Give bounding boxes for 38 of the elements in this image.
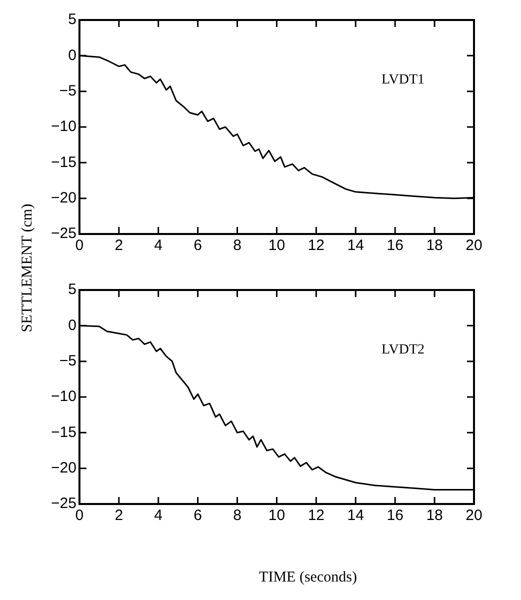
y-axis-title: SETTLEMENT (cm): [20, 204, 36, 332]
y-tick-label: 0: [68, 46, 76, 64]
y-tick-label: −20: [50, 459, 76, 476]
annotation: LVDT2: [381, 342, 425, 358]
x-tick-label: 10: [268, 237, 286, 254]
x-tick-label: 8: [233, 507, 242, 524]
x-tick-label: 18: [426, 507, 443, 524]
y-tick-label: −25: [50, 495, 76, 512]
y-tick-label: 5: [68, 11, 76, 28]
x-tick-label: 16: [386, 507, 404, 524]
y-tick-label: −15: [50, 154, 76, 171]
x-tick-label: 8: [233, 237, 242, 254]
annotation: LVDT1: [381, 72, 425, 88]
x-axis-title: TIME (seconds): [259, 570, 357, 586]
x-tick-label: 6: [194, 507, 202, 524]
y-tick-label: −20: [50, 189, 76, 206]
y-tick-label: 0: [68, 316, 76, 334]
y-tick-label: −10: [50, 118, 76, 136]
x-tick-label: 6: [194, 237, 202, 254]
x-tick-label: 2: [114, 237, 124, 254]
x-tick-label: 20: [466, 507, 482, 524]
x-tick-label: 12: [308, 237, 325, 254]
x-tick-label: 2: [114, 507, 124, 524]
x-tick-label: 14: [347, 507, 364, 524]
y-tick-label: −15: [50, 424, 76, 441]
x-tick-label: 10: [268, 507, 286, 524]
x-tick-label: 16: [386, 237, 404, 254]
y-tick-label: −5: [59, 82, 76, 100]
x-tick-label: 20: [466, 237, 482, 254]
y-tick-label: −5: [59, 352, 76, 370]
x-tick-label: 18: [426, 237, 443, 254]
x-tick-label: 4: [154, 507, 163, 524]
y-tick-label: 5: [68, 281, 76, 298]
y-tick-label: −25: [50, 225, 76, 242]
x-tick-label: 12: [308, 507, 325, 524]
y-tick-label: −10: [50, 388, 76, 406]
x-tick-label: 14: [347, 237, 364, 254]
x-tick-label: 4: [154, 237, 163, 254]
